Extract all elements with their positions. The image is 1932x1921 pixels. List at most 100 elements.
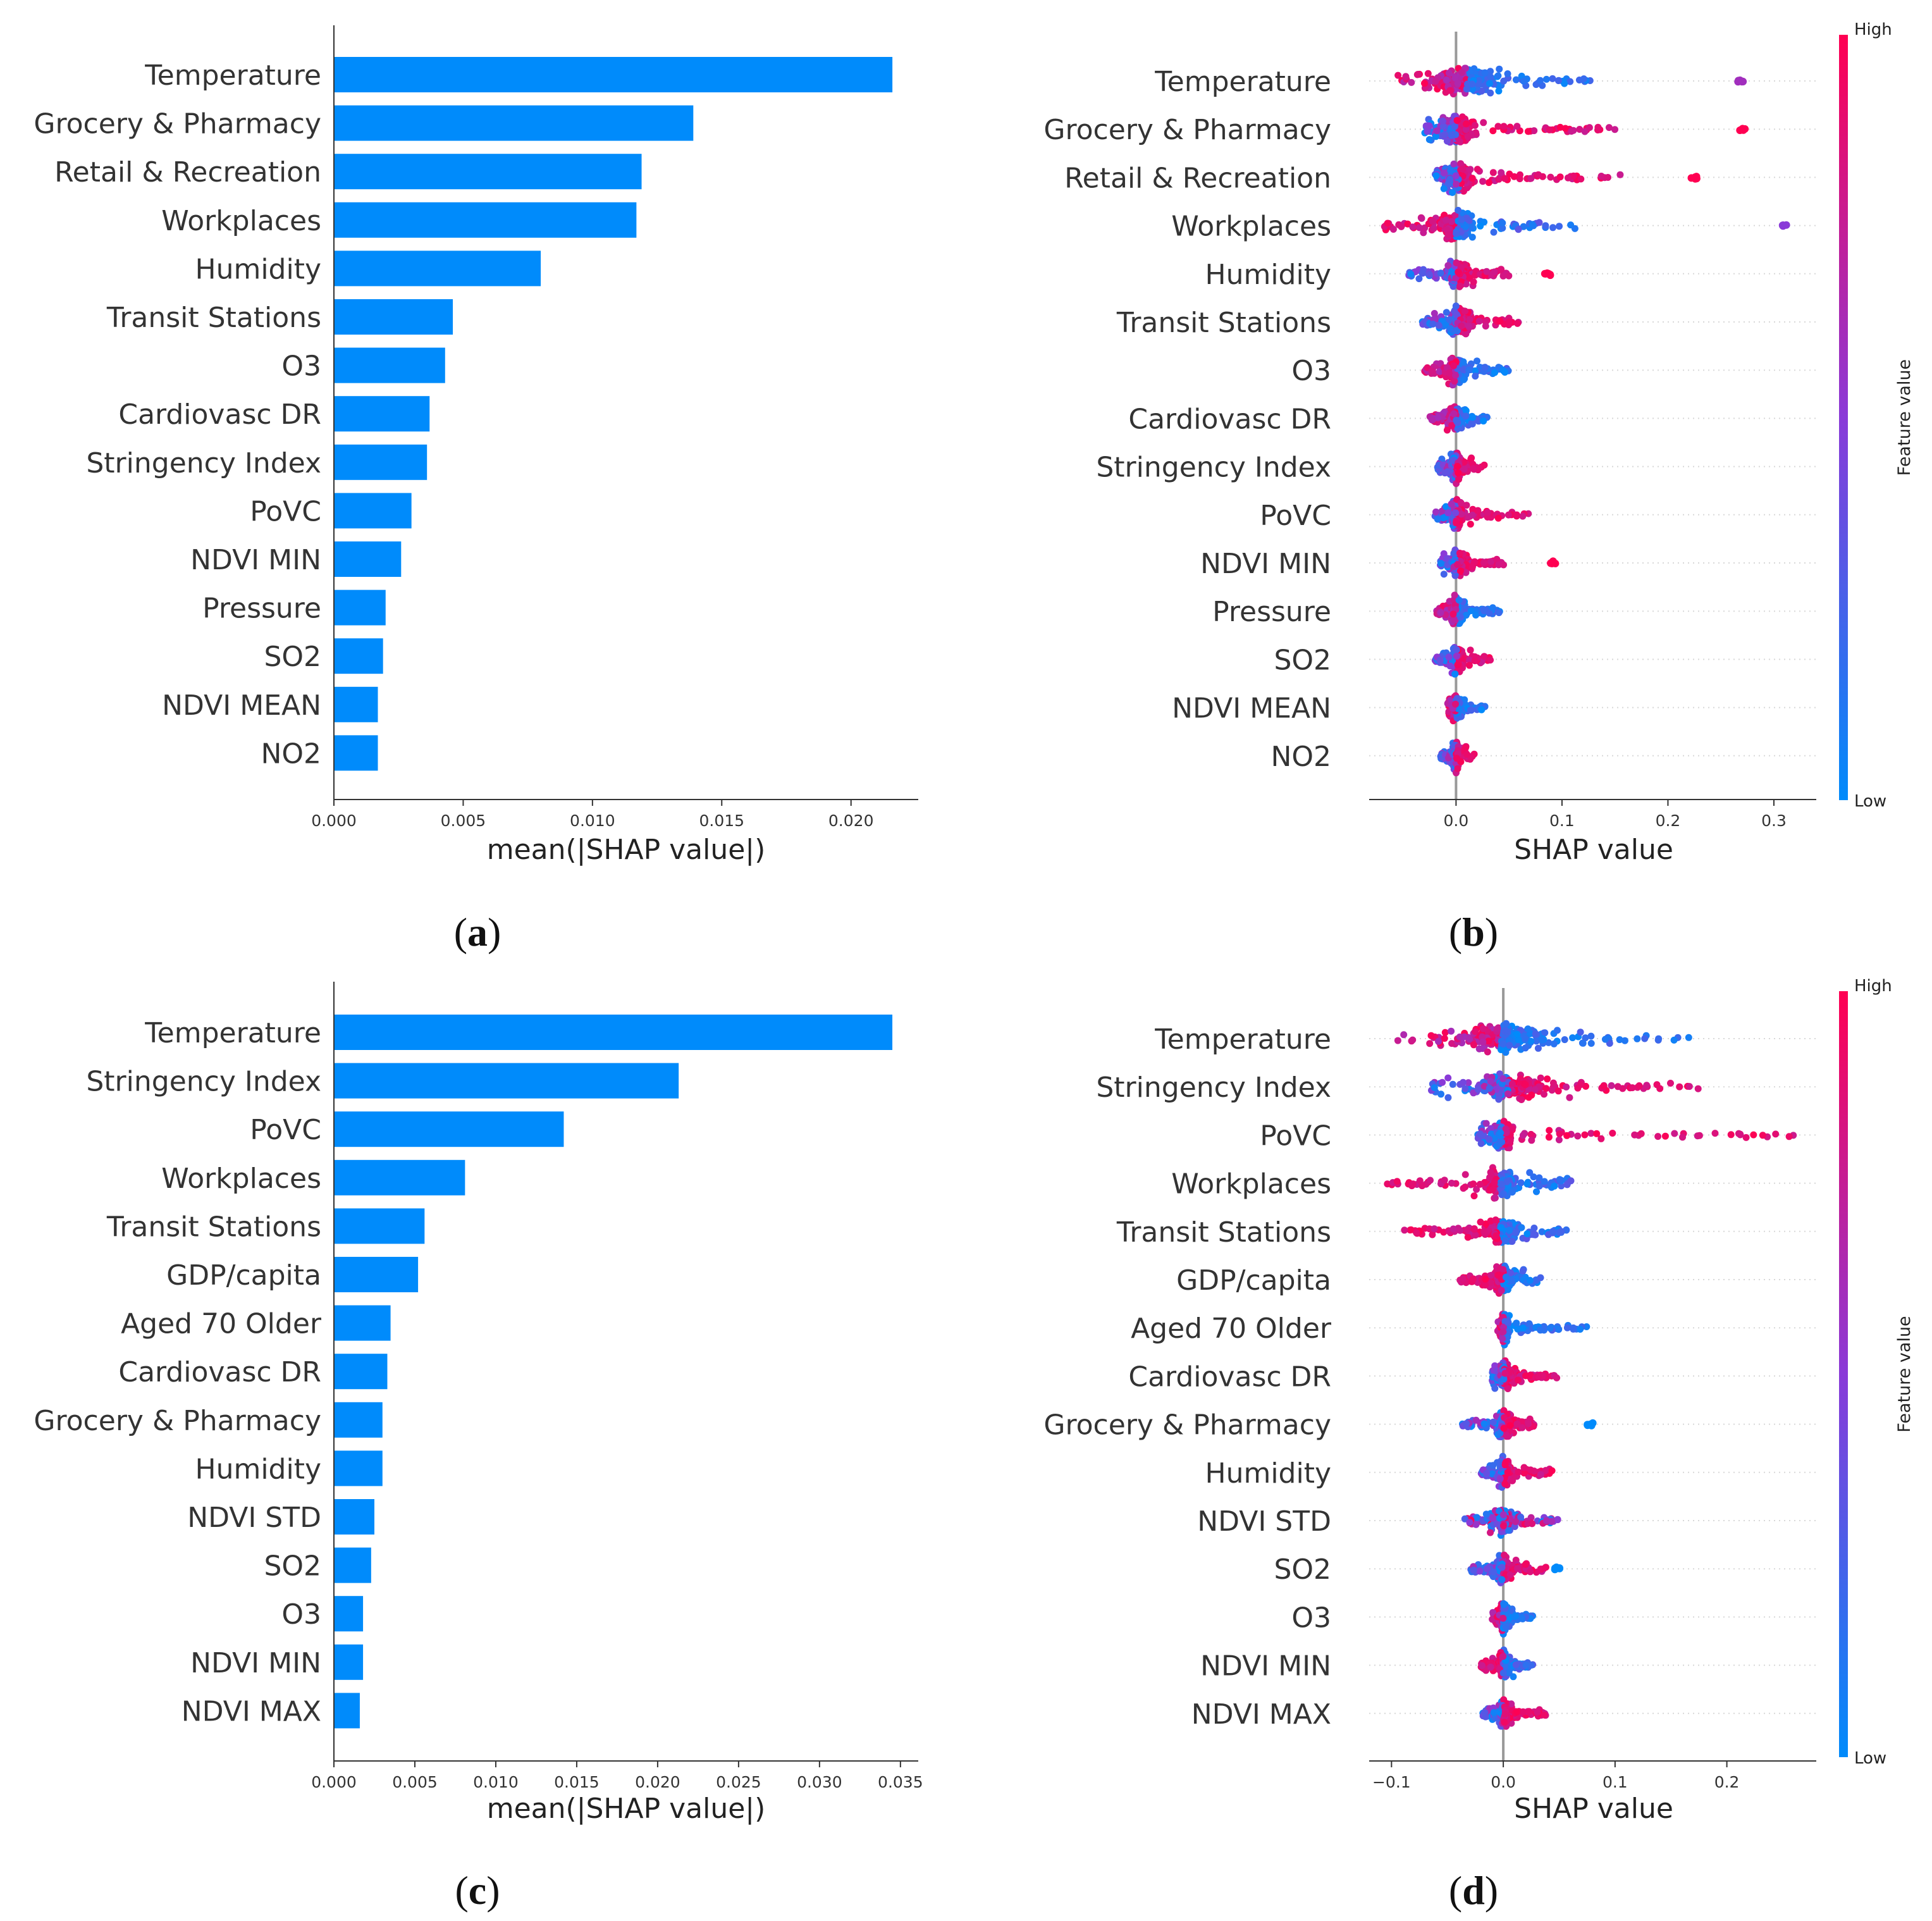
- swarm-retail-recreation: [1432, 160, 1701, 196]
- shap-point: [1504, 70, 1511, 78]
- shap-point: [1435, 1038, 1442, 1045]
- shap-point: [1601, 1035, 1609, 1043]
- shap-point: [1490, 228, 1498, 236]
- shap-point: [1477, 1140, 1485, 1147]
- shap-point: [1463, 1226, 1471, 1233]
- feature-label-so2: SO2: [264, 641, 321, 673]
- shap-point: [1425, 271, 1433, 278]
- shap-point: [1504, 1090, 1511, 1097]
- shap-point: [1451, 74, 1459, 82]
- shap-point: [1384, 219, 1391, 227]
- feature-label-povc: PoVC: [250, 1114, 321, 1146]
- shap-point: [1500, 77, 1508, 85]
- x-axis-a: 0.000 0.005 0.010 0.015 0.020: [311, 25, 918, 830]
- shap-point: [1443, 309, 1450, 316]
- shap-point: [1727, 1131, 1735, 1139]
- bar-ndvi-min: [334, 1644, 364, 1680]
- shap-point: [1576, 126, 1584, 133]
- shap-point: [1444, 262, 1452, 269]
- shap-point: [1460, 1078, 1467, 1086]
- shap-point: [1499, 1041, 1507, 1048]
- shap-point: [1446, 324, 1454, 332]
- swarm-workplaces: [1384, 1164, 1575, 1202]
- shap-point: [1711, 1130, 1719, 1137]
- shap-point: [1508, 1189, 1516, 1196]
- shap-point: [1470, 1180, 1477, 1188]
- bar-temperature: [334, 1015, 893, 1050]
- x-tick-label: 0.010: [473, 1773, 519, 1791]
- shap-point: [1542, 75, 1550, 83]
- shap-point: [1479, 178, 1487, 185]
- shap-point: [1517, 1179, 1525, 1187]
- shap-point: [1389, 226, 1397, 233]
- shap-point: [1468, 233, 1476, 241]
- shap-point: [1499, 1190, 1507, 1197]
- shap-point: [1450, 550, 1458, 557]
- shap-point: [1443, 76, 1450, 83]
- shap-point: [1427, 1177, 1434, 1184]
- shap-point: [1616, 171, 1624, 178]
- feature-label-stringency-index: Stringency Index: [86, 447, 321, 479]
- shap-point: [1440, 571, 1448, 578]
- shap-point: [1577, 1081, 1584, 1089]
- shap-point: [1518, 1096, 1525, 1103]
- shap-point: [1535, 1174, 1543, 1182]
- shap-point: [1487, 73, 1494, 81]
- shap-point: [1448, 1027, 1455, 1035]
- shap-point: [1413, 1229, 1420, 1237]
- shap-point: [1467, 166, 1474, 173]
- shap-point: [1561, 125, 1569, 132]
- shap-point: [1759, 1132, 1766, 1139]
- shap-point: [1535, 219, 1543, 226]
- shap-point: [1427, 1032, 1435, 1039]
- shap-point: [1467, 707, 1474, 714]
- shap-point: [1456, 567, 1464, 575]
- shap-point: [1487, 1078, 1494, 1085]
- x-tick-label: 0.000: [311, 1773, 357, 1791]
- x-tick-label: 0.2: [1656, 812, 1681, 830]
- shap-point: [1444, 509, 1452, 517]
- shap-point: [1409, 223, 1417, 231]
- feature-label-retail-recreation: Retail & Recreation: [1064, 162, 1331, 194]
- shap-point: [1468, 80, 1476, 88]
- shap-point: [1452, 180, 1460, 188]
- shap-point: [1501, 175, 1508, 182]
- shap-point: [1526, 1169, 1534, 1177]
- shap-point: [1772, 1130, 1780, 1138]
- shap-point: [1495, 561, 1503, 569]
- swarm-transit-stations: [1418, 302, 1522, 338]
- shap-point: [1635, 1082, 1643, 1089]
- shap-point: [1439, 1078, 1446, 1086]
- shap-point: [1462, 412, 1469, 420]
- shap-point: [1537, 1074, 1544, 1082]
- shap-point: [1513, 123, 1521, 130]
- shap-point: [1451, 591, 1458, 599]
- shap-point: [1499, 225, 1506, 232]
- shap-point: [1671, 1130, 1678, 1137]
- shap-point: [1460, 358, 1467, 366]
- shap-point: [1441, 170, 1448, 176]
- swarm-humidity: [1405, 257, 1554, 290]
- shap-point: [1451, 123, 1458, 130]
- shap-point: [1486, 1135, 1493, 1143]
- shap-point: [1453, 230, 1460, 237]
- shap-point: [1581, 1131, 1589, 1139]
- bar-o3: [334, 1596, 364, 1632]
- shap-point: [1508, 1080, 1516, 1088]
- shap-point: [1489, 169, 1497, 176]
- shap-point: [1431, 1225, 1438, 1233]
- shap-point: [1418, 214, 1425, 222]
- feature-label-grocery-pharmacy: Grocery & Pharmacy: [1043, 114, 1331, 146]
- shap-point: [1495, 1096, 1503, 1103]
- shap-point: [1520, 223, 1527, 230]
- bar-grocery-pharmacy: [334, 1402, 383, 1438]
- shap-point: [1465, 366, 1473, 374]
- shap-point: [1429, 218, 1436, 225]
- shap-point: [1444, 1074, 1452, 1082]
- shap-point: [1432, 77, 1439, 85]
- shap-point: [1443, 216, 1449, 224]
- feature-label-pressure: Pressure: [202, 593, 321, 625]
- feature-label-aged-70-older: Aged 70 Older: [121, 1308, 322, 1340]
